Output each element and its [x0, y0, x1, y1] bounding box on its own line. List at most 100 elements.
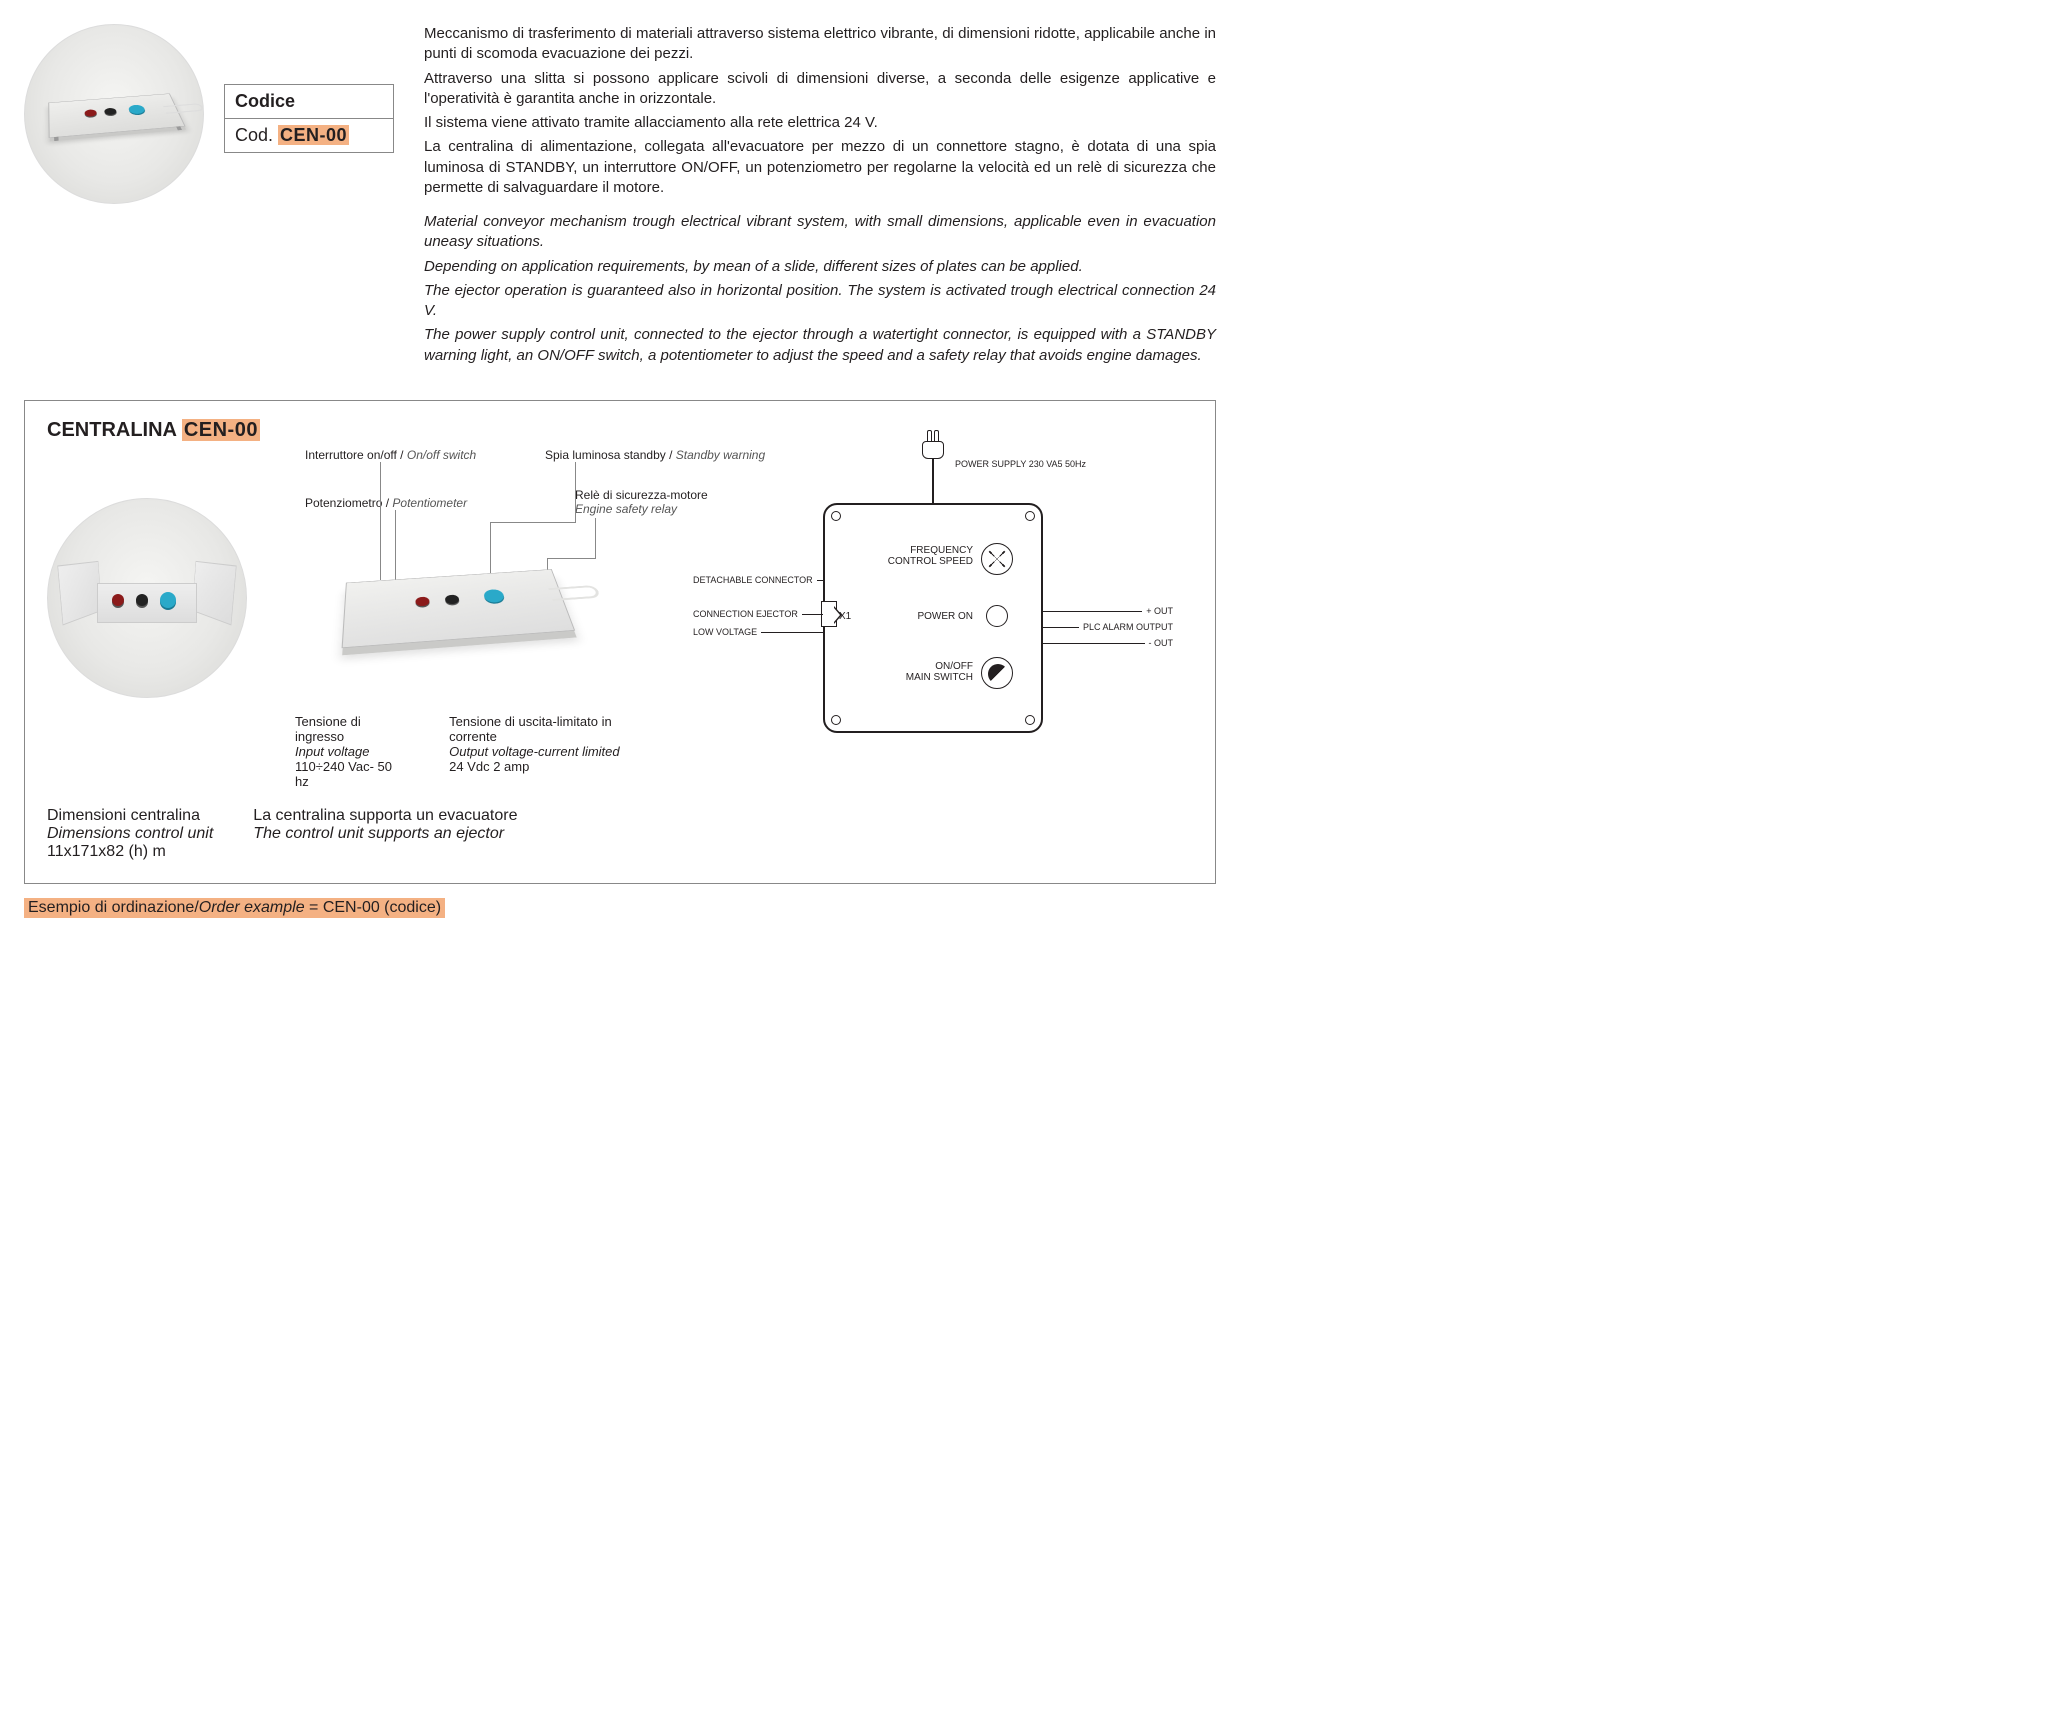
panel-left — [47, 448, 277, 789]
order-example: Esempio di ordinazione/Order example = C… — [24, 898, 1216, 918]
support-en: The control unit supports an ejector — [253, 825, 517, 843]
detail-base — [97, 583, 197, 623]
desc-it-4: La centralina di alimentazione, collegat… — [424, 137, 1216, 198]
desc-en-3: The ejector operation is guaranteed also… — [424, 281, 1216, 322]
plc-label: PLC ALARM OUTPUT — [1083, 622, 1173, 632]
mid-knob-red — [415, 596, 430, 606]
desc-en-1: Material conveyor mechanism trough elect… — [424, 212, 1216, 253]
flap-right — [192, 561, 237, 626]
panel-title-prefix: CENTRALINA — [47, 419, 182, 441]
connector-x1-icon — [821, 601, 837, 627]
spec-out-val: 24 Vdc 2 amp — [449, 759, 655, 774]
mid-device — [342, 569, 576, 648]
panel-title-code: CEN-00 — [182, 419, 260, 441]
flap-left — [57, 561, 102, 626]
callout-onoff-it: Interruttore on/off — [305, 448, 397, 462]
codice-code: CEN-00 — [278, 125, 349, 145]
cable — [163, 103, 204, 114]
dims-it: Dimensioni centralina — [47, 807, 213, 825]
detail-knob-black — [136, 594, 148, 606]
out-plus-label: + OUT — [1146, 606, 1173, 616]
panel-right: POWER SUPPLY 230 VA5 50Hz FREQUENCY CONT… — [673, 448, 1193, 789]
screw-icon — [1025, 511, 1035, 521]
detach-label: DETACHABLE CONNECTOR — [693, 575, 813, 585]
leader-standby-h — [490, 522, 576, 523]
product-photo-circle — [24, 24, 204, 204]
panel-grid: Interruttore on/off / On/off switch Spia… — [47, 448, 1193, 789]
screw-icon — [831, 715, 841, 725]
support-it: La centralina supporta un evacuatore — [253, 807, 517, 825]
top-section: Codice Cod. CEN-00 Meccanismo di trasfer… — [24, 24, 1216, 370]
desc-it-3: Il sistema viene attivato tramite allacc… — [424, 113, 1216, 133]
x1-label: X1 — [839, 611, 851, 622]
centralina-panel: CENTRALINA CEN-00 Interruttore on/off / … — [24, 400, 1216, 884]
support-col: La centralina supporta un evacuatore The… — [253, 807, 517, 861]
spec-in-val: 110÷240 Vac- 50 hz — [295, 759, 409, 789]
spec-input: Tensione di ingresso Input voltage 110÷2… — [295, 714, 409, 789]
desc-it-1: Meccanismo di trasferimento di materiali… — [424, 24, 1216, 65]
main-switch-icon — [981, 657, 1013, 689]
dims-val: 11x171x82 (h) m — [47, 843, 213, 861]
out-minus-label: - OUT — [1149, 638, 1174, 648]
spec-in-en: Input voltage — [295, 744, 409, 759]
left-connections: DETACHABLE CONNECTOR CONNECTION EJECTOR … — [693, 571, 823, 641]
schematic-box: FREQUENCY CONTROL SPEED POWER ON ON/OFF … — [823, 503, 1043, 733]
callout-relay-it: Relè di sicurezza-motore — [575, 488, 708, 502]
description-column: Meccanismo di trasferimento di materiali… — [424, 24, 1216, 370]
leader-relay-v — [595, 518, 596, 558]
spec-row: Tensione di ingresso Input voltage 110÷2… — [295, 714, 655, 789]
callout-pot-en: Potentiometer — [392, 496, 467, 510]
frequency-dial-icon — [981, 543, 1013, 575]
knob-blue — [128, 104, 146, 114]
mid-knob-black — [445, 594, 460, 604]
dims-en: Dimensions control unit — [47, 825, 213, 843]
codice-header: Codice — [225, 85, 393, 119]
spec-in-it: Tensione di ingresso — [295, 714, 409, 744]
conn-ej-label: CONNECTION EJECTOR — [693, 609, 798, 619]
dims-col: Dimensioni centralina Dimensions control… — [47, 807, 213, 861]
desc-en-4: The power supply control unit, connected… — [424, 325, 1216, 366]
callout-pot: Potenziometro / Potentiometer — [305, 496, 467, 510]
callout-onoff-en: On/off switch — [407, 448, 476, 462]
knob-red — [84, 109, 97, 117]
onoff-label: ON/OFF MAIN SWITCH — [906, 661, 973, 683]
callout-pot-it: Potenziometro — [305, 496, 382, 510]
screw-icon — [831, 511, 841, 521]
detail-knob-blue — [160, 592, 176, 608]
codice-box: Codice Cod. CEN-00 — [224, 84, 394, 153]
device-illustration — [48, 93, 185, 138]
freq-label: FREQUENCY CONTROL SPEED — [888, 545, 973, 567]
mid-device-wrap — [345, 558, 605, 698]
right-connections: + OUT PLC ALARM OUTPUT - OUT — [1043, 603, 1173, 651]
spec-out-it: Tensione di uscita-limitato in corrente — [449, 714, 655, 744]
panel-title: CENTRALINA CEN-00 — [47, 419, 1193, 442]
screw-icon — [1025, 715, 1035, 725]
spec-output: Tensione di uscita-limitato in corrente … — [449, 714, 655, 789]
detail-photo-circle — [47, 498, 247, 698]
desc-it-2: Attraverso una slitta si possono applica… — [424, 69, 1216, 110]
bottom-notes: Dimensioni centralina Dimensions control… — [47, 807, 1193, 861]
callout-relay-en: Engine safety relay — [575, 502, 677, 516]
knob-black — [104, 108, 117, 116]
order-it: Esempio di ordinazione/ — [28, 899, 199, 916]
codice-value: Cod. CEN-00 — [225, 119, 393, 152]
desc-en-2: Depending on application requirements, b… — [424, 257, 1216, 277]
mid-cable — [548, 585, 601, 601]
callout-standby-en: Standby warning — [676, 448, 765, 462]
callout-relay: Relè di sicurezza-motoreEngine safety re… — [575, 488, 708, 517]
callout-onoff: Interruttore on/off / On/off switch — [305, 448, 476, 462]
power-on-label: POWER ON — [917, 611, 973, 622]
top-left: Codice Cod. CEN-00 — [24, 24, 394, 370]
power-supply-label: POWER SUPPLY 230 VA5 50Hz — [955, 459, 1086, 469]
order-en: Order example — [199, 899, 305, 916]
mid-knob-blue — [483, 589, 505, 603]
power-led-icon — [986, 605, 1008, 627]
low-v-label: LOW VOLTAGE — [693, 627, 757, 637]
schematic: POWER SUPPLY 230 VA5 50Hz FREQUENCY CONT… — [823, 503, 1043, 733]
spec-out-en: Output voltage-current limited — [449, 744, 655, 759]
order-eq: = CEN-00 (codice) — [305, 899, 442, 916]
callout-standby: Spia luminosa standby / Standby warning — [545, 448, 765, 462]
panel-middle: Interruttore on/off / On/off switch Spia… — [295, 448, 655, 789]
leader-standby-v — [575, 462, 576, 522]
callout-standby-it: Spia luminosa standby — [545, 448, 666, 462]
